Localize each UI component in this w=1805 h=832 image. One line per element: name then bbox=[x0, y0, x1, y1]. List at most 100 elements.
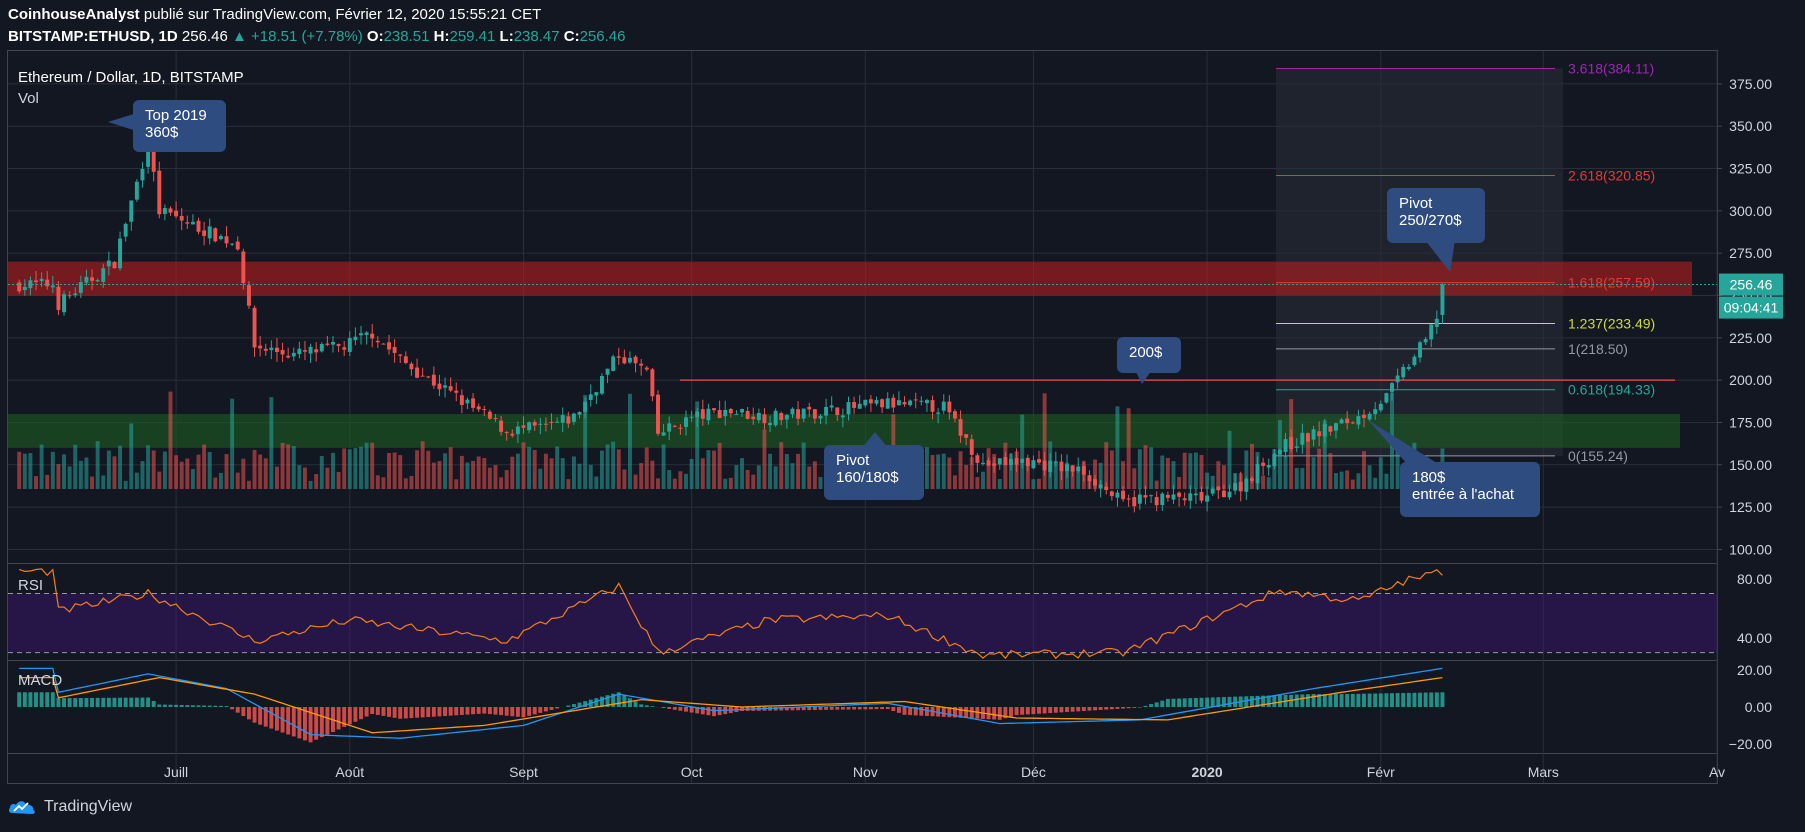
candle-body bbox=[101, 268, 106, 282]
macd-histogram-bar bbox=[986, 707, 991, 720]
macd-histogram-bar bbox=[218, 705, 223, 707]
candle-body bbox=[1249, 478, 1254, 481]
macd-histogram-bar bbox=[818, 707, 823, 710]
candle-body bbox=[90, 277, 95, 281]
candle-body bbox=[852, 402, 857, 408]
volume-bar bbox=[482, 458, 487, 489]
volume-bar bbox=[1384, 473, 1389, 489]
volume-bar bbox=[538, 468, 543, 489]
candle-body bbox=[1233, 483, 1238, 491]
volume-bar bbox=[1227, 430, 1232, 489]
candle-body bbox=[611, 356, 616, 371]
candle-body bbox=[661, 432, 666, 436]
candle-body bbox=[1317, 431, 1322, 437]
macd-histogram-bar bbox=[644, 705, 649, 707]
candle-body bbox=[1294, 446, 1299, 448]
symbol[interactable]: BITSTAMP:ETHUSD, 1D bbox=[8, 28, 178, 45]
callout-top2019-pointer bbox=[108, 112, 140, 132]
volume-bar bbox=[375, 475, 380, 489]
candle-body bbox=[964, 434, 969, 438]
macd-histogram-bar bbox=[824, 707, 829, 710]
volume-bar bbox=[1305, 441, 1310, 489]
x-tick-label: Sept bbox=[509, 764, 538, 780]
volume-bar bbox=[112, 456, 117, 489]
macd-histogram-bar bbox=[1328, 694, 1333, 707]
candle-body bbox=[1087, 475, 1092, 482]
volume-bar bbox=[768, 453, 773, 489]
volume-bar bbox=[1132, 468, 1137, 489]
volume-bar bbox=[263, 458, 268, 489]
macd-histogram-bar bbox=[263, 707, 268, 727]
candle-body bbox=[1373, 409, 1378, 415]
macd-histogram-bar bbox=[303, 707, 307, 741]
macd-histogram-bar bbox=[599, 696, 604, 707]
macd-histogram-bar bbox=[1434, 692, 1439, 707]
open-value: 238.51 bbox=[383, 28, 430, 45]
volume-bar bbox=[258, 454, 263, 489]
volume-bar bbox=[1272, 449, 1277, 489]
volume-bar bbox=[286, 444, 291, 489]
volume-bar bbox=[762, 429, 767, 489]
zone-resistance bbox=[8, 261, 1692, 296]
candle-body bbox=[986, 460, 991, 466]
candle-body bbox=[1115, 492, 1120, 498]
macd-histogram-bar bbox=[947, 707, 952, 718]
candle-body bbox=[835, 407, 840, 416]
candle-body bbox=[728, 408, 733, 414]
candle-body bbox=[1165, 494, 1170, 498]
candle-body bbox=[22, 286, 27, 291]
volume-bar bbox=[476, 456, 481, 489]
candle-body bbox=[1132, 497, 1137, 507]
candle-body bbox=[1378, 403, 1383, 411]
candle-body bbox=[258, 345, 263, 349]
candle-body bbox=[1261, 462, 1266, 466]
volume-bar bbox=[459, 455, 464, 489]
macd-histogram-bar bbox=[1076, 707, 1081, 712]
macd-histogram-bar bbox=[1311, 693, 1316, 707]
volume-bar bbox=[706, 450, 711, 489]
volume-bar bbox=[95, 441, 100, 489]
macd-histogram-bar bbox=[45, 692, 50, 707]
macd-histogram-bar bbox=[112, 697, 117, 707]
fibonacci-levels: 3.618(384.11) 2.618(320.85) 1.618(257.59) 1… bbox=[1276, 60, 1655, 464]
publisher-name[interactable]: CoinhouseAnalyst bbox=[8, 6, 140, 23]
last-price-tag bbox=[1719, 273, 1783, 296]
volume-bar bbox=[118, 445, 123, 489]
volume-bar bbox=[314, 474, 319, 489]
volume-bar bbox=[997, 479, 1002, 489]
macd-histogram-bar bbox=[684, 707, 688, 712]
candle-body bbox=[1406, 366, 1411, 370]
macd-histogram-bar bbox=[829, 707, 834, 710]
macd-histogram-bar bbox=[779, 707, 784, 711]
candle-body bbox=[370, 333, 375, 339]
candle-body bbox=[1182, 498, 1187, 501]
candle-body bbox=[975, 455, 980, 463]
macd-histogram-bar bbox=[700, 707, 705, 715]
macd-histogram-bar bbox=[515, 707, 520, 717]
macd-histogram-bar bbox=[387, 707, 391, 717]
volume-bar bbox=[392, 452, 397, 489]
candle-body bbox=[241, 251, 246, 284]
volume-bar bbox=[936, 454, 941, 489]
candle-body bbox=[487, 411, 492, 419]
macd-histogram-bar bbox=[73, 698, 78, 707]
volume-bar bbox=[784, 454, 789, 489]
volume-bar bbox=[123, 480, 128, 489]
callout-pivot-low-text: Pivot bbox=[836, 452, 870, 469]
macd-histogram-bar bbox=[1154, 702, 1159, 707]
volume-bar bbox=[185, 458, 190, 489]
volume-bar bbox=[543, 453, 548, 489]
candle-body bbox=[1065, 464, 1069, 472]
volume-bar bbox=[420, 441, 425, 489]
footer-brand[interactable]: TradingView bbox=[8, 797, 132, 817]
macd-histogram-bar bbox=[941, 707, 946, 717]
candle-body bbox=[896, 400, 901, 406]
volume-bar bbox=[325, 467, 330, 489]
candle-body bbox=[303, 350, 307, 352]
volume-bar bbox=[252, 449, 257, 489]
pane-title: Ethereum / Dollar, 1D, BITSTAMP bbox=[18, 69, 244, 86]
macd-histogram-bar bbox=[62, 698, 66, 707]
macd-histogram-bar bbox=[415, 707, 420, 718]
